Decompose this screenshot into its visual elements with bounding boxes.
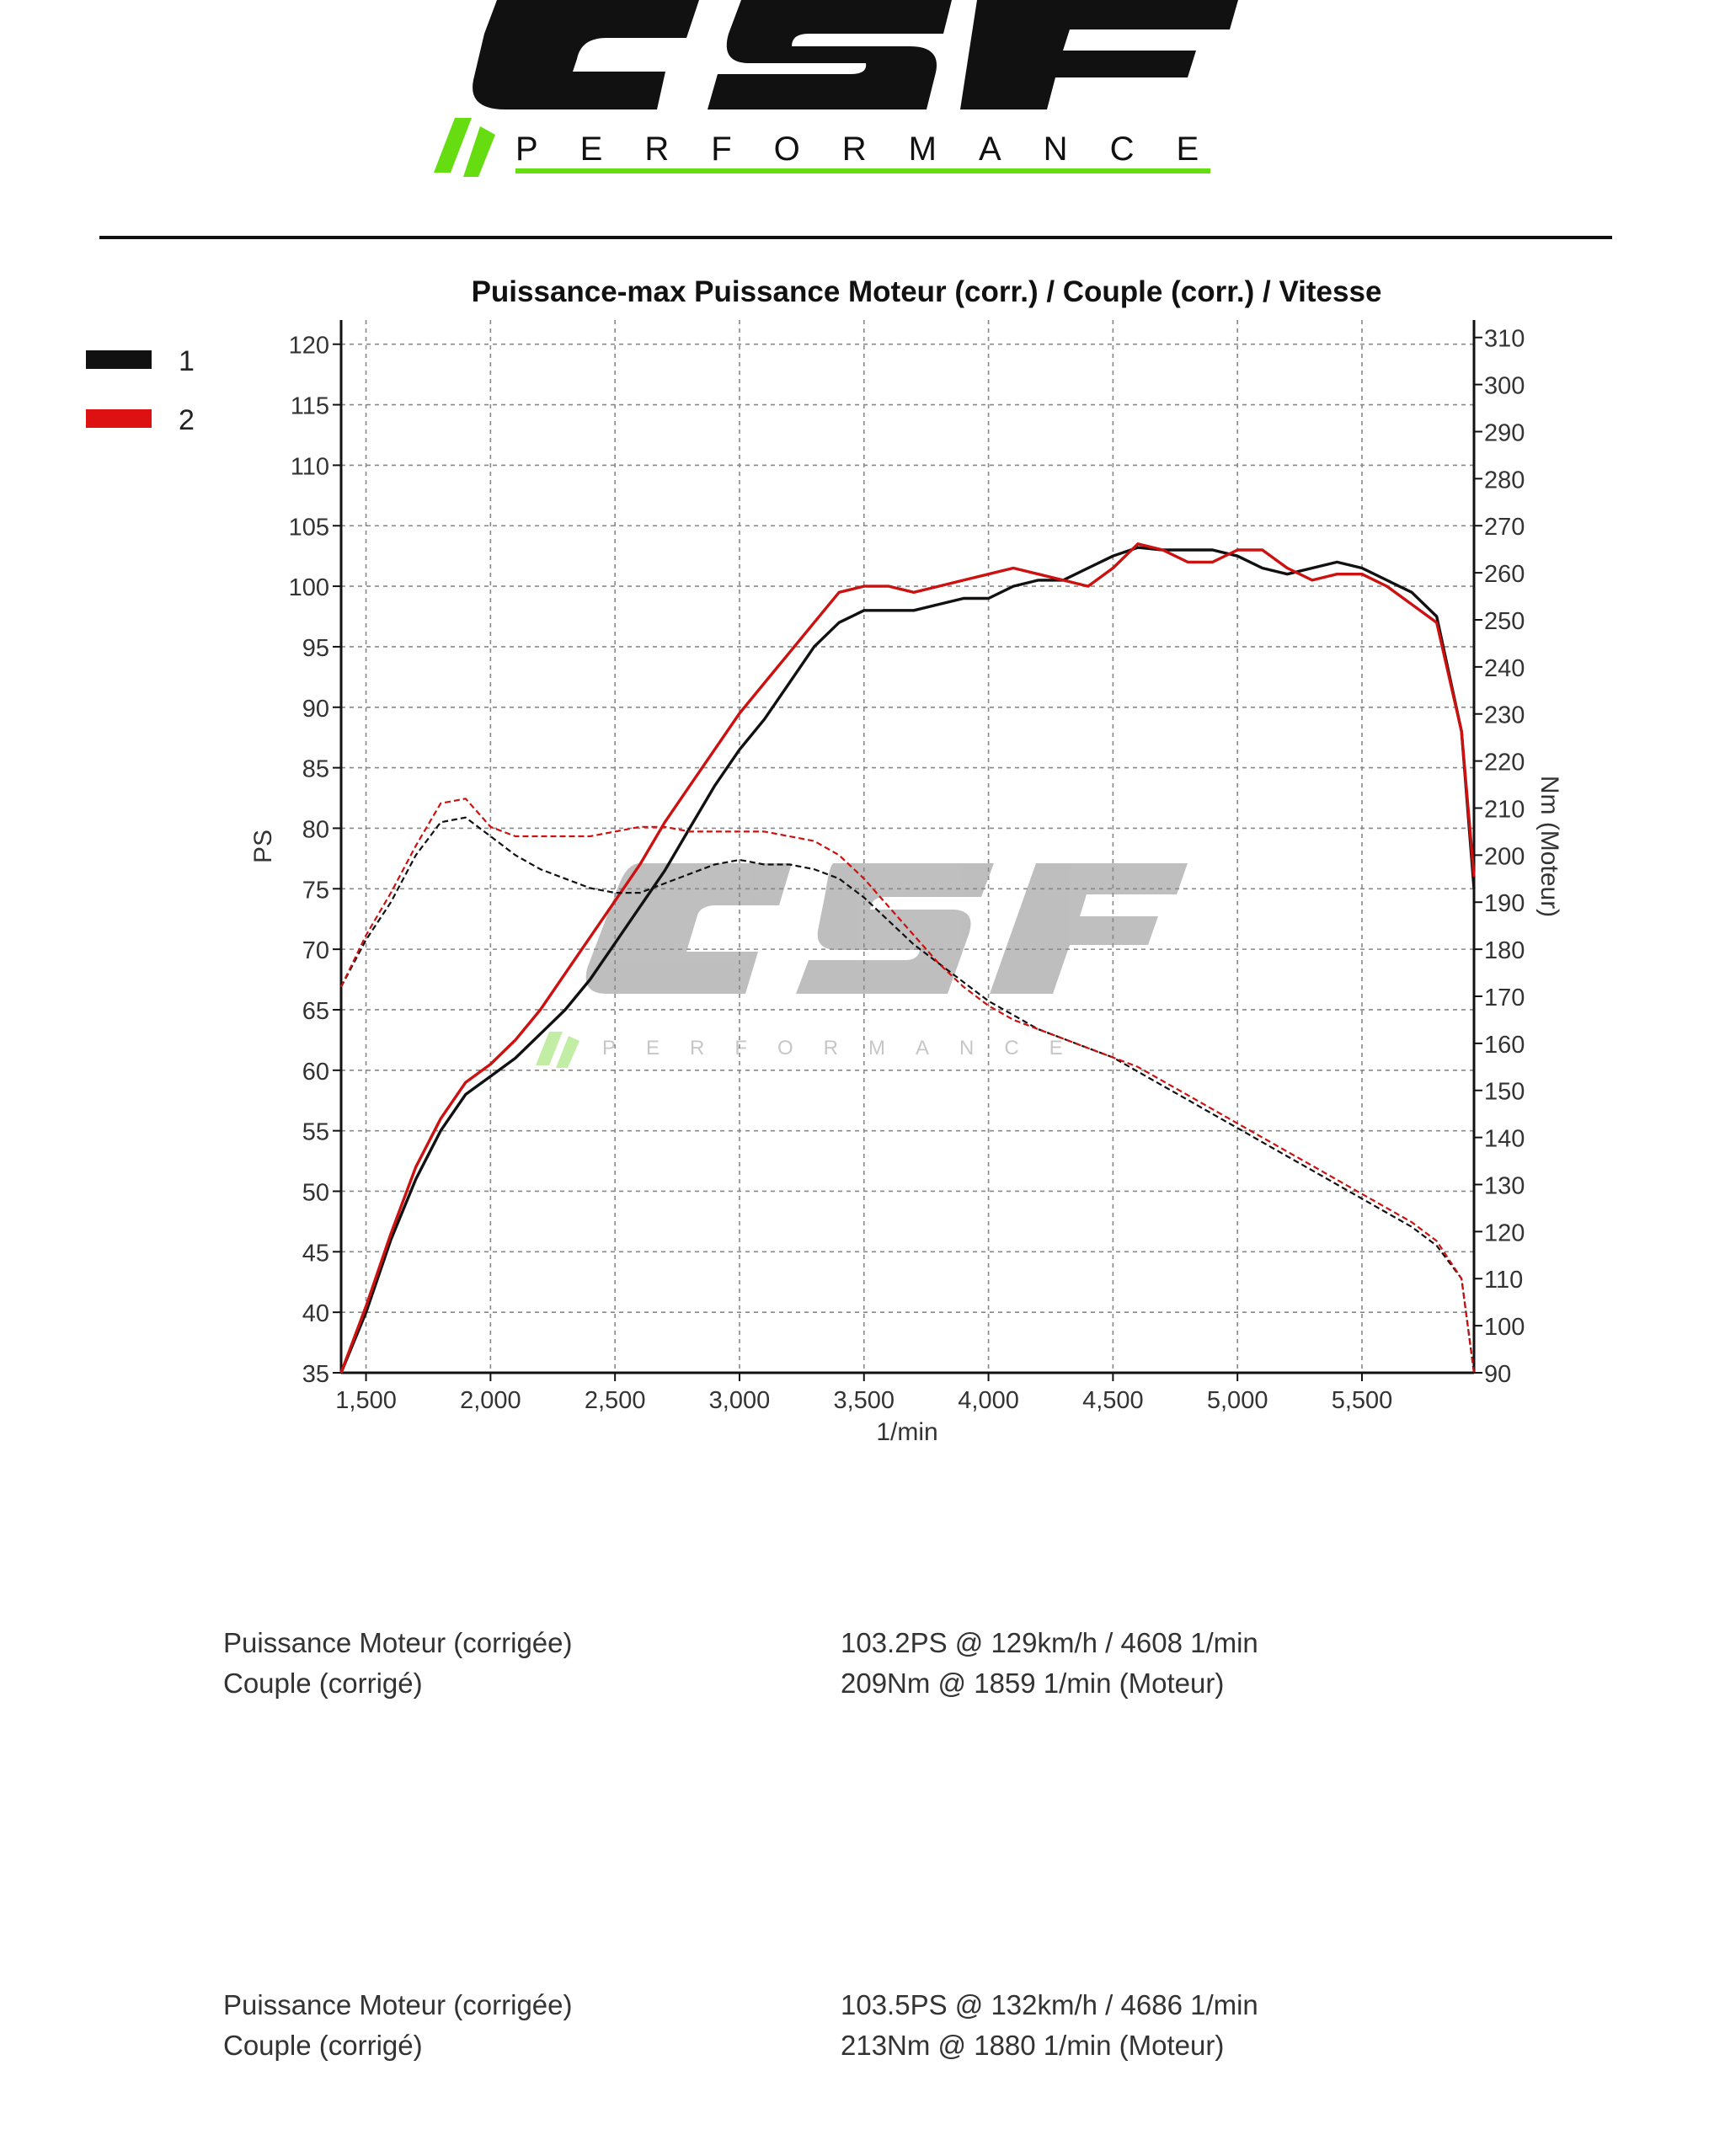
y-left-tick-label: 90 xyxy=(302,696,329,723)
y-axis-right-label: Nm (Moteur) xyxy=(1535,776,1563,917)
watermark-green-slash xyxy=(536,1032,563,1065)
legend-swatch-1 xyxy=(86,350,152,369)
y-left-tick-label: 100 xyxy=(289,574,329,601)
y-right-tick-label: 270 xyxy=(1484,514,1525,541)
logo-green-slashes xyxy=(434,118,495,177)
logo-performance-text: PERFORMANCE xyxy=(515,131,1241,173)
legend-label-1: 1 xyxy=(179,345,195,377)
y-right-tick-label: 250 xyxy=(1484,608,1525,635)
result-label-torque-1: Couple (corrigé) xyxy=(223,1668,423,1699)
y-left-tick-label: 85 xyxy=(302,756,329,783)
x-tick-label: 5,000 xyxy=(1207,1387,1268,1414)
y-left-tick-label: 40 xyxy=(302,1300,329,1327)
x-tick-label: 3,500 xyxy=(833,1387,895,1414)
x-tick-label: 5,500 xyxy=(1332,1387,1393,1414)
y-left-tick-label: 110 xyxy=(291,453,329,480)
y-right-tick-label: 160 xyxy=(1484,1032,1525,1059)
y-axis-left-label: PS xyxy=(249,830,277,863)
watermark-letter-f xyxy=(990,863,1188,994)
x-tick-label: 2,000 xyxy=(460,1387,521,1414)
series-torque-2 xyxy=(340,798,1476,1374)
chart-title: Puissance-max Puissance Moteur (corr.) /… xyxy=(472,275,1382,308)
y-left-tick-label: 70 xyxy=(302,937,329,964)
x-axis-label: 1/min xyxy=(876,1418,937,1446)
watermark-green-slash xyxy=(556,1036,579,1068)
y-right-tick-label: 100 xyxy=(1484,1314,1525,1341)
result-label-power-1: Puissance Moteur (corrigée) xyxy=(223,1627,573,1658)
x-tick-label: 3,000 xyxy=(709,1387,771,1414)
y-left-tick-label: 50 xyxy=(302,1179,329,1206)
result-label-torque-2: Couple (corrigé) xyxy=(223,2030,423,2061)
y-left-tick-label: 120 xyxy=(289,333,329,360)
y-left-tick-label: 75 xyxy=(302,877,329,904)
y-right-tick-label: 240 xyxy=(1484,655,1525,682)
y-left-tick-label: 105 xyxy=(289,514,329,541)
y-right-tick-label: 300 xyxy=(1484,373,1525,400)
chart-series xyxy=(339,542,1476,1374)
y-right-tick-label: 210 xyxy=(1484,796,1525,823)
legend-swatch-2 xyxy=(86,409,152,428)
y-right-tick-label: 290 xyxy=(1484,419,1525,446)
brand-logo: PERFORMANCE xyxy=(434,0,1241,177)
x-tick-label: 4,000 xyxy=(958,1387,1019,1414)
chart-axes: 35 40 45 50 55 60 65 70 75 80 85 90 95 100 105 110 115 12… xyxy=(289,320,1525,1414)
dyno-chart: Puissance-max Puissance Moteur (corr.) /… xyxy=(249,275,1563,1446)
y-right-tick-label: 90 xyxy=(1484,1361,1511,1388)
y-right-tick-label: 170 xyxy=(1484,985,1525,1011)
y-right-tick-label: 200 xyxy=(1484,843,1525,870)
y-right-tick-label: 190 xyxy=(1484,890,1525,917)
legend-label-2: 2 xyxy=(179,404,195,436)
y-right-tick-label: 280 xyxy=(1484,467,1525,494)
y-left-tick-label: 65 xyxy=(302,998,329,1025)
y-right-tick-label: 150 xyxy=(1484,1079,1525,1106)
chart-grid xyxy=(341,320,1474,1374)
result-label-power-2: Puissance Moteur (corrigée) xyxy=(223,1989,573,2020)
y-right-tick-label: 110 xyxy=(1484,1267,1523,1294)
watermark-performance-text: PERFORMANCE xyxy=(602,1037,1093,1059)
y-right-tick-label: 310 xyxy=(1484,326,1525,353)
x-tick-label: 4,500 xyxy=(1082,1387,1144,1414)
result-value-torque-2: 213Nm @ 1880 1/min (Moteur) xyxy=(841,2030,1225,2061)
y-right-tick-label: 130 xyxy=(1484,1172,1525,1199)
y-right-tick-label: 180 xyxy=(1484,937,1525,964)
watermark-letter-c xyxy=(585,863,792,994)
y-left-tick-label: 95 xyxy=(302,635,329,662)
series-power-2 xyxy=(339,542,1476,1374)
y-right-tick-label: 140 xyxy=(1484,1126,1525,1153)
x-tick-label: 1,500 xyxy=(335,1387,397,1414)
y-right-tick-label: 260 xyxy=(1484,561,1525,588)
y-left-tick-label: 80 xyxy=(302,816,329,843)
result-value-power-2: 103.5PS @ 132km/h / 4686 1/min xyxy=(841,1989,1258,2020)
x-tick-label: 2,500 xyxy=(585,1387,646,1414)
y-left-tick-label: 60 xyxy=(302,1059,329,1086)
header-divider xyxy=(99,236,1612,239)
svg-text:PERFORMANCE: PERFORMANCE xyxy=(515,131,1241,168)
y-left-tick-label: 115 xyxy=(291,393,329,420)
result-value-torque-1: 209Nm @ 1859 1/min (Moteur) xyxy=(841,1668,1225,1699)
y-right-tick-label: 220 xyxy=(1484,750,1525,776)
y-right-tick-label: 120 xyxy=(1484,1219,1525,1246)
result-value-power-1: 103.2PS @ 129km/h / 4608 1/min xyxy=(841,1627,1258,1658)
series-torque-1 xyxy=(340,816,1476,1374)
logo-letters xyxy=(473,0,1238,109)
watermark-logo: PERFORMANCE xyxy=(536,863,1188,1068)
y-left-tick-label: 45 xyxy=(302,1240,329,1267)
y-left-tick-label: 35 xyxy=(302,1361,329,1388)
y-right-tick-label: 230 xyxy=(1484,702,1525,729)
y-left-tick-label: 55 xyxy=(302,1119,329,1146)
watermark-letter-s xyxy=(796,863,994,994)
